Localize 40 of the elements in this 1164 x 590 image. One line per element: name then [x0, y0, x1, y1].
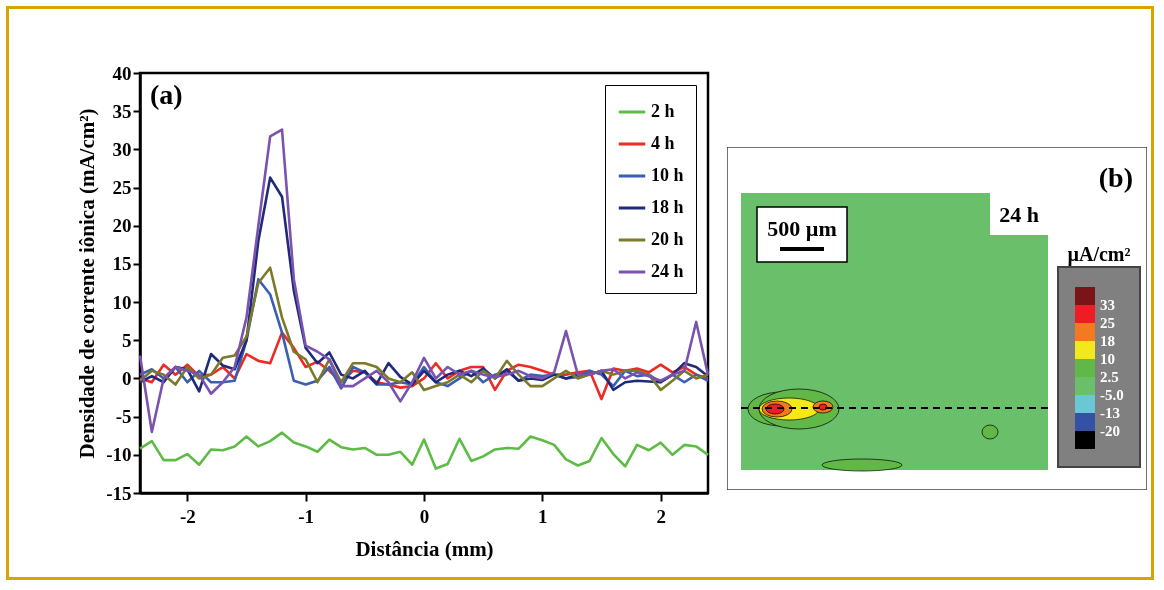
y-axis-title: Densidade de corrente iônica (mA/cm²): [75, 108, 100, 459]
text: 2.5: [1100, 369, 1119, 385]
text: -5.0: [1100, 387, 1124, 403]
y-tick-label: -5: [115, 406, 132, 428]
y-tick-label: 35: [112, 100, 132, 122]
x-tick-label: 2: [656, 505, 666, 527]
text: 500 µm: [767, 216, 837, 241]
y-tick-label: 30: [112, 138, 132, 160]
line-series: [138, 128, 710, 434]
text: (b): [1098, 162, 1133, 193]
y-tick-label: 10: [112, 291, 132, 313]
x-axis-title: Distância (mm): [355, 536, 494, 561]
x-tick-label: -2: [179, 505, 196, 527]
text: -20: [1100, 423, 1120, 439]
legend-label: 20 h: [651, 229, 684, 249]
legend-label: 24 h: [651, 261, 684, 281]
text: 25: [1100, 315, 1115, 331]
text: 10: [1100, 351, 1115, 367]
x-tick-label: 1: [538, 505, 548, 527]
legend-label: 4 h: [651, 133, 675, 153]
color-bar-title: µA/cm²: [1067, 243, 1131, 266]
y-tick-label: 5: [122, 329, 132, 351]
text: 24 h: [999, 202, 1039, 227]
text: -13: [1100, 405, 1120, 421]
text: 18: [1100, 333, 1115, 349]
legend-label: 18 h: [651, 197, 684, 217]
y-tick-label: 25: [112, 177, 132, 199]
legend-label: 10 h: [651, 165, 684, 185]
legend-label: 2 h: [651, 101, 675, 121]
y-tick-label: 40: [112, 62, 132, 84]
y-tick-label: 20: [112, 215, 132, 237]
y-tick-label: -10: [106, 444, 132, 466]
y-tick-label: 15: [112, 253, 132, 275]
x-tick-label: -1: [298, 505, 315, 527]
y-tick-label: -15: [106, 482, 132, 504]
chart-title: (a): [150, 79, 183, 110]
x-tick-label: 0: [419, 505, 430, 527]
line-series: [138, 431, 710, 470]
y-tick-label: 0: [122, 367, 132, 389]
text: 33: [1100, 297, 1115, 313]
